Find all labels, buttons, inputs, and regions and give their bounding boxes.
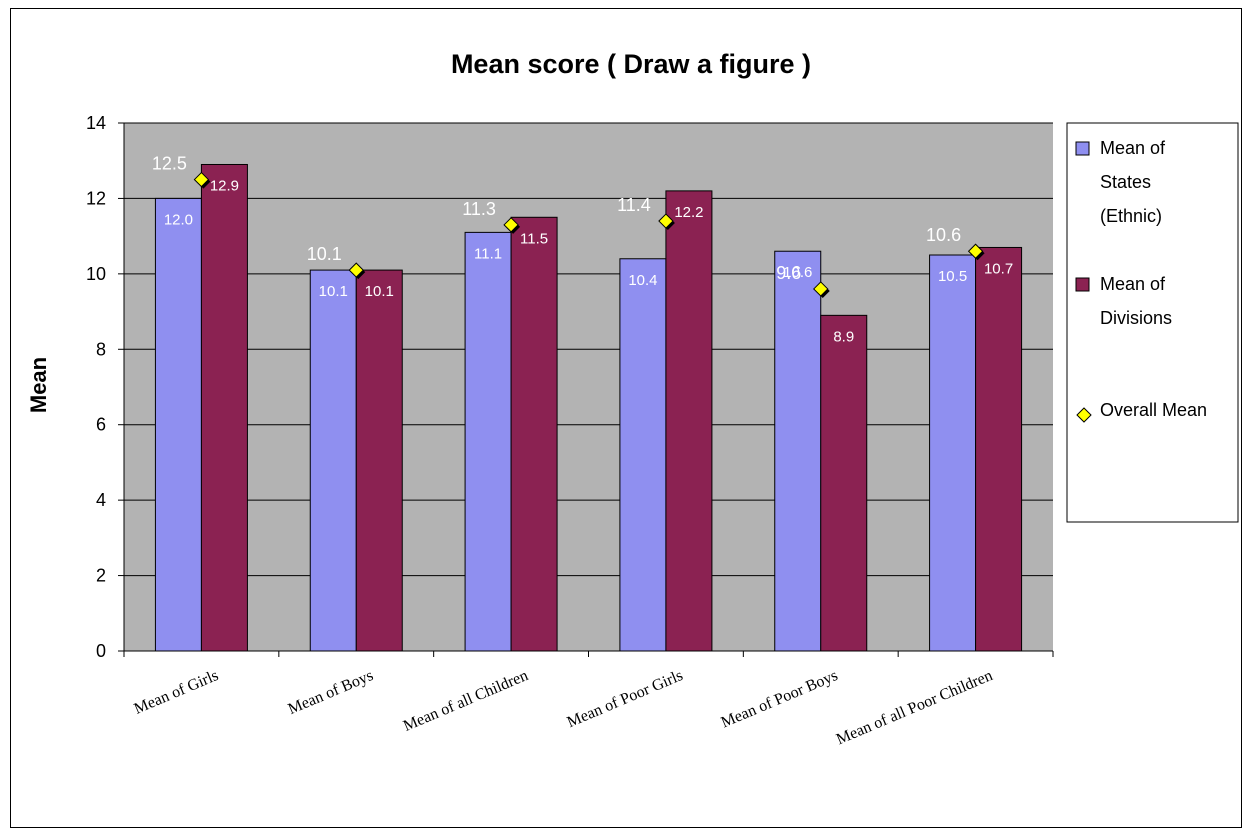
legend-label: (Ethnic) — [1100, 206, 1162, 226]
x-tick-label: Mean of Boys — [286, 667, 376, 718]
x-tick-label: Mean of Poor Boys — [719, 667, 841, 731]
x-tick-label: Mean of Poor Girls — [565, 667, 686, 731]
bar-divisions — [820, 314, 868, 652]
data-label-states-ethnic: 10.1 — [319, 283, 348, 300]
bar-divisions — [200, 163, 248, 652]
y-tick-label: 6 — [96, 415, 106, 435]
data-label-states-ethnic: 10.4 — [628, 272, 657, 289]
overall-mean-marker — [813, 281, 829, 297]
x-tick-label: Mean of Girls — [132, 667, 221, 718]
bar-divisions — [665, 190, 713, 652]
legend: Mean of States (Ethnic) Mean of Divisions Ove… — [1066, 122, 1239, 523]
legend-label: Divisions — [1100, 308, 1172, 328]
data-label-states-ethnic: 11.1 — [474, 245, 502, 262]
overall-mean-marker — [967, 243, 984, 259]
bar-states-ethnic — [464, 231, 512, 652]
overall-mean-label: 11.3 — [462, 199, 496, 219]
y-tick-label: 10 — [86, 264, 106, 284]
x-tick-label: Mean of all Poor Children — [834, 667, 995, 748]
data-label-divisions: 12.2 — [674, 204, 703, 221]
overall-mean-marker — [658, 213, 674, 229]
data-label-divisions: 10.7 — [984, 260, 1013, 277]
bar-states-ethnic — [929, 254, 977, 652]
bar-states-ethnic — [309, 269, 357, 652]
y-tick-label: 0 — [96, 641, 106, 661]
data-label-divisions: 11.5 — [520, 230, 548, 247]
gridlines — [124, 122, 1053, 577]
plot-area — [124, 123, 1053, 651]
legend-box — [1066, 122, 1239, 523]
data-label-divisions: 10.1 — [365, 283, 394, 300]
y-tick-label: 14 — [86, 113, 106, 133]
y-tick-label: 2 — [96, 566, 106, 586]
bar-states-ethnic — [774, 250, 822, 652]
bar-states-ethnic — [154, 197, 202, 652]
legend-label: Mean of — [1100, 274, 1166, 294]
data-label-divisions: 12.9 — [210, 177, 239, 194]
overall-mean-marker — [348, 262, 364, 278]
legend-label: States — [1100, 172, 1151, 192]
y-axis-label: Mean — [26, 357, 51, 413]
x-tick-label: Mean of all Children — [401, 667, 531, 735]
legend-diamond — [1076, 407, 1092, 423]
bar-states-ethnic — [619, 258, 667, 652]
legend-swatch — [1075, 141, 1090, 156]
overall-mean-label: 10.6 — [926, 225, 961, 245]
overall-mean-label: 10.1 — [307, 244, 342, 264]
overall-mean-marker — [503, 217, 519, 233]
overall-mean-label: 11.4 — [617, 195, 651, 215]
y-tick-label: 8 — [96, 339, 106, 359]
data-label-divisions: 8.9 — [833, 328, 854, 345]
y-tick-label: 12 — [86, 188, 106, 208]
bar-divisions — [975, 246, 1023, 652]
overall-mean-label: 12.5 — [152, 154, 187, 174]
legend-label: Mean of — [1100, 138, 1166, 158]
legend-label: Overall Mean — [1100, 400, 1207, 420]
data-label-states-ethnic: 10.6 — [783, 264, 812, 281]
y-tick-label: 4 — [96, 490, 106, 510]
bar-divisions — [355, 269, 403, 652]
bar-divisions — [510, 216, 558, 652]
data-label-states-ethnic: 12.0 — [164, 211, 193, 228]
data-label-states-ethnic: 10.5 — [938, 268, 967, 285]
overall-mean-label: 9.6 — [776, 263, 801, 283]
overall-mean-marker — [193, 171, 210, 188]
bars: 12.0 12.9 12.5 10.1 10.1 10.1 11.1 11.5 11.3 10.4… — [152, 154, 1023, 652]
chart-title: Mean score ( Draw a figure ) — [451, 49, 811, 79]
legend-swatch — [1075, 277, 1090, 292]
